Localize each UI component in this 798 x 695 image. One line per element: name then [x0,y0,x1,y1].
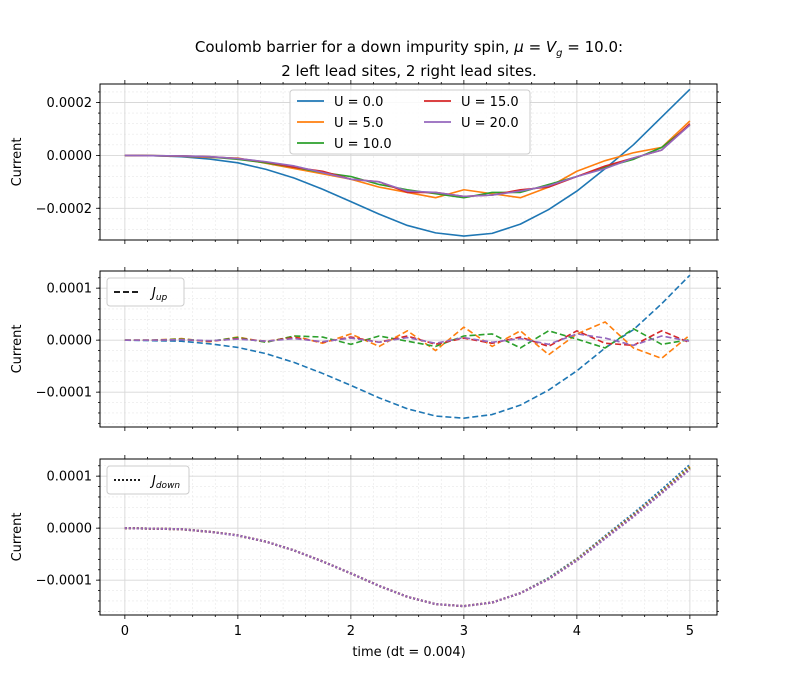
axes-frame [99,270,718,428]
y-tick-label: 0.0000 [47,334,93,349]
x-axis-label: time (dt = 0.004) [352,645,465,660]
y-tick-label: 0.0000 [47,149,93,164]
series-line-u-20-0 [124,124,691,198]
chart-title-line1: Coulomb barrier for a down impurity spin… [195,38,623,59]
legend: Jdown [106,465,190,495]
y-tick-label: 0.0002 [47,96,93,111]
y-tick-label: −0.0001 [36,574,92,589]
legend-label: U = 15.0 [461,95,519,110]
legend-label: U = 0.0 [334,95,383,110]
legend-label: U = 10.0 [334,137,392,152]
x-tick-label: 4 [573,624,581,639]
legend-box [289,89,531,155]
y-tick-label: 0.0001 [47,470,93,485]
legend-label: U = 5.0 [334,116,383,131]
axes-frame [99,83,718,241]
subplot-1: 0.0002 0.0000 −0.0002 Current U = 0.0 U = 5.0… [10,80,721,244]
series-line-u-20-0 [124,333,691,347]
y-tick-label: −0.0001 [36,386,92,401]
x-tick-label: 5 [686,624,694,639]
x-tick-label: 0 [121,624,129,639]
legend-label: Jup [149,286,168,303]
axes-frame [99,458,718,616]
legend-box [106,465,190,495]
y-tick-label: 0.0001 [47,282,93,297]
series-line-u-0-0 [124,274,691,419]
y-axis-label: Current [10,138,25,187]
y-tick-label: −0.0002 [36,202,92,217]
legend-box [106,277,185,307]
x-tick-label: 1 [234,624,242,639]
y-tick-label: 0.0000 [47,522,93,537]
legend-label: Jdown [149,474,180,491]
y-axis-label: Current [10,513,25,562]
legend-label: U = 20.0 [461,116,519,131]
x-tick-label: 2 [347,624,355,639]
legend: U = 0.0 U = 5.0 U = 10.0 U = 15.0 U = 20.0 [289,89,531,155]
y-axis-label: Current [10,325,25,374]
chart-title-line2: 2 left lead sites, 2 right lead sites. [281,62,537,80]
legend: Jup [106,277,185,307]
plot-area: 0.0002 0.0000 −0.0002 Current U = 0.0 U = 5.0… [10,80,721,639]
x-tick-label: 3 [460,624,468,639]
subplot-2: 0.0001 0.0000 −0.0001 Current Jup [10,267,721,431]
series-line-u-0-0 [124,88,691,237]
subplot-3: 0.0001 0.0000 −0.0001 Current 0 1 2 3 4 5 Jdown [10,455,721,639]
